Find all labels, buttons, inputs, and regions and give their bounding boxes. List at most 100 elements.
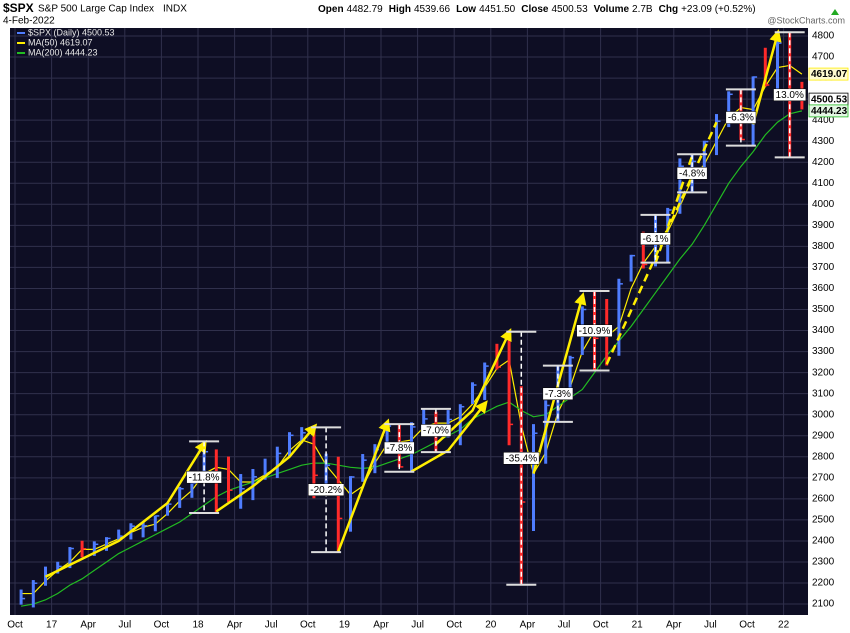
x-tick-label: 20	[485, 620, 497, 631]
x-tick-label: Jul	[411, 620, 424, 631]
y-tick-label: 3400	[812, 325, 835, 336]
drawdown-label: -11.8%	[189, 472, 220, 483]
drawdown-label-box	[420, 424, 452, 437]
y-tick-label: 2800	[812, 451, 835, 462]
y-tick-label: 3600	[812, 283, 835, 294]
trendline	[44, 439, 207, 578]
quote-value: 4451.50	[479, 4, 516, 15]
x-tick-label: Jul	[558, 620, 571, 631]
price-tag-box	[808, 104, 849, 118]
y-tick-label: 4000	[812, 199, 835, 210]
drawdown-label: -10.9%	[579, 326, 611, 337]
x-tick-label: Oct	[593, 620, 609, 631]
legend-entry: MA(200) 4444.23	[28, 47, 98, 57]
drawdown-label: -35.4%	[505, 453, 537, 464]
trendline	[337, 418, 391, 552]
drawdown-label-box	[773, 88, 807, 102]
exchange: INDX	[163, 4, 187, 15]
x-tick-label: Jul	[704, 620, 717, 631]
y-tick-label: 4400	[812, 115, 835, 126]
y-tick-label: 3000	[812, 409, 835, 420]
y-tick-label: 3300	[812, 346, 835, 357]
drawdown-label-box	[503, 452, 540, 465]
x-tick-label: Jul	[118, 620, 131, 631]
y-tick-label: 2600	[812, 494, 835, 505]
y-tick-label: 3200	[812, 367, 835, 378]
y-tick-label: 3500	[812, 304, 835, 315]
quote-label: Volume	[594, 4, 630, 15]
price-tag-box	[808, 67, 849, 81]
quote-label: High	[389, 4, 411, 15]
drawdown-label-box	[308, 483, 345, 496]
plot-area	[10, 28, 808, 615]
x-tick-label: 21	[632, 620, 644, 631]
y-tick-label: 2200	[812, 578, 835, 589]
quote-label: Open	[318, 4, 344, 15]
y-tick-label: 3100	[812, 388, 835, 399]
legend-entry: MA(50) 4619.07	[28, 37, 93, 47]
x-tick-label: Apr	[666, 620, 682, 631]
price-tag: 4444.23	[811, 106, 848, 117]
drawdown-label-box	[576, 324, 613, 338]
y-tick-label: 4800	[812, 31, 835, 42]
x-tick-label: 19	[339, 620, 351, 631]
y-tick-label: 2700	[812, 472, 835, 483]
price-tag: 4500.53	[811, 94, 848, 105]
drawdown-label-box	[725, 111, 757, 124]
drawdown-label-box	[186, 470, 222, 484]
change-arrow	[831, 9, 839, 15]
legend-entry: $SPX (Daily) 4500.53	[28, 27, 115, 37]
drawdown-label-box	[676, 167, 708, 180]
x-tick-label: Oct	[300, 620, 316, 631]
x-tick-label: 17	[46, 620, 58, 631]
quote-value: 4500.53	[551, 4, 588, 15]
x-tick-label: Oct	[739, 620, 755, 631]
y-tick-label: 4300	[812, 136, 835, 147]
quote-label: Close	[521, 4, 549, 15]
x-tick-label: Apr	[373, 620, 389, 631]
quote-value: +23.09 (+0.52%)	[681, 4, 756, 15]
y-tick-label: 4700	[812, 52, 835, 63]
y-tick-label: 2500	[812, 515, 835, 526]
trendline	[751, 29, 782, 125]
drawdown-label: -6.1%	[642, 234, 668, 245]
y-tick-label: 3900	[812, 220, 835, 231]
drawdown-label: -6.3%	[728, 113, 754, 124]
y-tick-label: 3800	[812, 241, 835, 252]
y-tick-label: 4100	[812, 178, 835, 189]
drawdown-label-box	[542, 387, 574, 401]
quote-value: 4482.79	[347, 4, 384, 15]
quote-label: Low	[456, 4, 476, 15]
drawdown-label-box	[383, 441, 415, 455]
x-tick-label: Jul	[265, 620, 278, 631]
y-tick-label: 2900	[812, 430, 835, 441]
y-tick-label: 2400	[812, 536, 835, 547]
x-tick-label: 18	[192, 620, 204, 631]
y-tick-label: 2100	[812, 599, 835, 610]
watermark: @StockCharts.com	[767, 15, 845, 25]
x-tick-label: Apr	[80, 620, 96, 631]
x-tick-label: Oct	[7, 620, 23, 631]
quote: Open 4482.79 High 4539.66 Low 4451.50 Close 450…	[318, 4, 756, 15]
price-tag: 4619.07	[811, 69, 848, 80]
chart-title: $SPX	[3, 1, 34, 15]
quote-value: 4539.66	[414, 4, 451, 15]
drawdown-label: -7.3%	[545, 389, 571, 400]
x-tick-label: Apr	[520, 620, 536, 631]
date: 4-Feb-2022	[3, 16, 55, 27]
quote-label: Chg	[659, 4, 678, 15]
x-tick-label: Apr	[227, 620, 243, 631]
drawdown-label-box	[640, 232, 671, 245]
drawdown-label: -7.0%	[423, 426, 449, 437]
drawdown-label: 13.0%	[776, 90, 804, 101]
trendline	[410, 400, 488, 473]
y-tick-label: 4200	[812, 157, 835, 168]
x-tick-label: Oct	[154, 620, 170, 631]
y-tick-label: 2300	[812, 557, 835, 568]
trendline	[215, 423, 318, 513]
chart-subtitle: S&P 500 Large Cap Index	[38, 4, 154, 15]
drawdown-label: -7.8%	[386, 443, 412, 454]
x-tick-label: Oct	[446, 620, 462, 631]
